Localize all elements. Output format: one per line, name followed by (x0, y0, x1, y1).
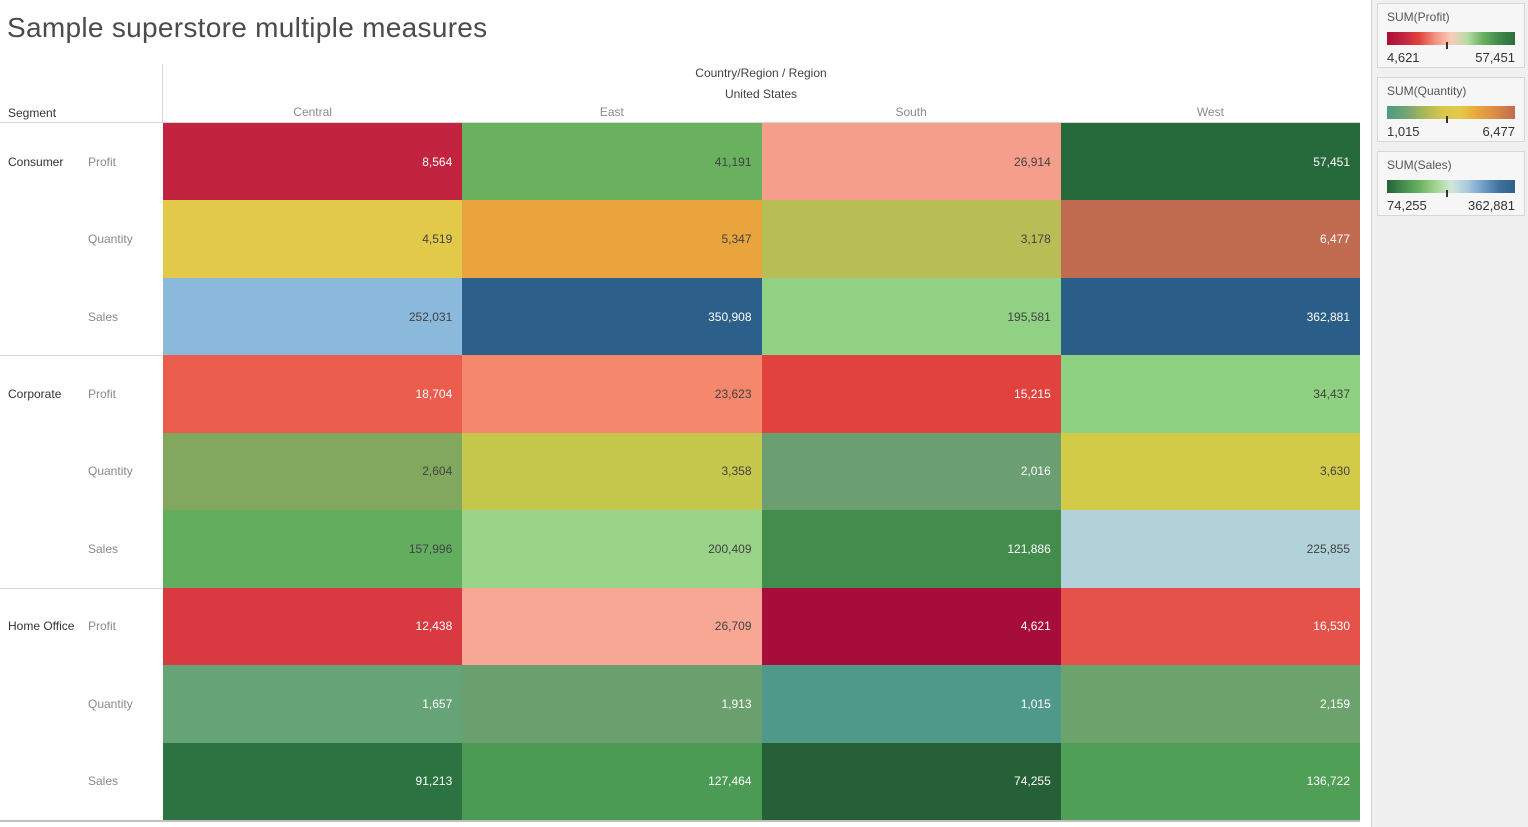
heatmap-cell[interactable]: 57,451 (1060, 123, 1360, 201)
heatmap-cell[interactable]: 3,178 (761, 200, 1061, 278)
heatmap-cell[interactable]: 15,215 (761, 355, 1061, 433)
row-field-label[interactable]: Segment (8, 106, 57, 120)
legend-title: SUM(Profit) (1387, 10, 1450, 24)
header-divider-line (0, 122, 1360, 123)
legend-tick (1445, 42, 1448, 49)
row-header-segment[interactable]: Consumer (8, 154, 64, 169)
heatmap-cell[interactable]: 91,213 (163, 742, 463, 820)
column-header-west[interactable]: West (1196, 105, 1224, 119)
legend-min-value: 4,621 (1387, 50, 1420, 65)
segment-divider-line (0, 355, 162, 356)
heatmap-cell[interactable]: 26,709 (462, 587, 762, 666)
heatmap-cell[interactable]: 2,604 (163, 432, 463, 511)
legend-max-value: 6,477 (1482, 124, 1515, 139)
legend-card[interactable]: SUM(Quantity) 1,015 6,477 (1377, 77, 1525, 142)
heatmap-cell[interactable]: 362,881 (1060, 277, 1360, 356)
row-header-measure[interactable]: Profit (88, 387, 117, 402)
heatmap-cell[interactable]: 2,016 (761, 432, 1061, 511)
legend-title: SUM(Sales) (1387, 158, 1452, 172)
heatmap-cell[interactable]: 12,438 (163, 587, 463, 666)
heatmap-cell[interactable]: 5,347 (462, 200, 762, 278)
heatmap-cell[interactable]: 136,722 (1060, 742, 1360, 820)
heatmap-cell[interactable]: 74,255 (761, 742, 1061, 820)
column-header-east[interactable]: East (599, 105, 624, 119)
column-headers: Central East South West (163, 102, 1360, 122)
legend-title: SUM(Quantity) (1387, 84, 1467, 98)
row-header-measure[interactable]: Quantity (88, 464, 133, 479)
heatmap-cell[interactable]: 200,409 (462, 510, 762, 588)
legend-card[interactable]: SUM(Sales) 74,255 362,881 (1377, 151, 1525, 216)
page-title: Sample superstore multiple measures (7, 12, 488, 43)
legend-tick (1445, 190, 1448, 197)
header-vertical-line (162, 64, 163, 122)
heatmap-cell[interactable]: 350,908 (462, 277, 762, 356)
heatmap-grid: 8,564 41,191 26,914 57,451 4,519 5,347 3,178 6,… (163, 123, 1360, 820)
row-header-measure[interactable]: Quantity (88, 232, 133, 247)
legend-gradient-bar[interactable] (1387, 106, 1515, 123)
legend-min-value: 74,255 (1387, 198, 1427, 213)
legend-max-value: 362,881 (1468, 198, 1515, 213)
row-header-measure[interactable]: Profit (88, 154, 117, 169)
heatmap-cell[interactable]: 41,191 (462, 123, 762, 201)
heatmap-cell[interactable]: 26,914 (761, 123, 1061, 201)
legend-range: 1,015 6,477 (1387, 124, 1515, 139)
column-header-central[interactable]: Central (293, 105, 332, 119)
row-header-measure[interactable]: Profit (88, 619, 117, 634)
heatmap-cell[interactable]: 195,581 (761, 277, 1061, 356)
segment-divider-line (0, 588, 162, 589)
heatmap-cell[interactable]: 23,623 (462, 355, 762, 433)
legend-gradient-bar[interactable] (1387, 180, 1515, 197)
row-header-measure[interactable]: Sales (88, 309, 119, 324)
heatmap-cell[interactable]: 157,996 (163, 510, 463, 588)
legend-min-value: 1,015 (1387, 124, 1420, 139)
heatmap-cell[interactable]: 16,530 (1060, 587, 1360, 666)
heatmap-cell[interactable]: 225,855 (1060, 510, 1360, 588)
column-field-label[interactable]: Country/Region / Region (695, 66, 827, 80)
legend-pane: SUM(Profit) 4,621 57,451 SUM(Quantity) 1,015… (1371, 0, 1528, 827)
row-header-segment[interactable]: Corporate (8, 387, 62, 402)
heatmap-cell[interactable]: 6,477 (1060, 200, 1360, 278)
heatmap-cell[interactable]: 34,437 (1060, 355, 1360, 433)
heatmap-cell[interactable]: 252,031 (163, 277, 463, 356)
heatmap-cell[interactable]: 4,621 (761, 587, 1061, 666)
legend-gradient-bar[interactable] (1387, 32, 1515, 49)
heatmap-cell[interactable]: 1,015 (761, 665, 1061, 743)
legend-card[interactable]: SUM(Profit) 4,621 57,451 (1377, 3, 1525, 68)
heatmap-cell[interactable]: 4,519 (163, 200, 463, 278)
heatmap-cell[interactable]: 8,564 (163, 123, 463, 201)
column-header-south[interactable]: South (895, 105, 927, 119)
heatmap-cell[interactable]: 121,886 (761, 510, 1061, 588)
heatmap-cell[interactable]: 3,358 (462, 432, 762, 511)
heatmap-cell[interactable]: 3,630 (1060, 432, 1360, 511)
heatmap-cell[interactable]: 1,657 (163, 665, 463, 743)
legend-range: 74,255 362,881 (1387, 198, 1515, 213)
row-header-segment[interactable]: Home Office (8, 619, 75, 634)
heatmap-cell[interactable]: 127,464 (462, 742, 762, 820)
heatmap-cell[interactable]: 2,159 (1060, 665, 1360, 743)
legend-range: 4,621 57,451 (1387, 50, 1515, 65)
axis-bottom-line (0, 820, 1360, 822)
column-group-label[interactable]: United States (724, 87, 798, 101)
heatmap-cell[interactable]: 18,704 (163, 355, 463, 433)
legend-tick (1445, 116, 1448, 123)
row-headers: Consumer Profit Quantity Sales Corporate Prof… (0, 123, 162, 820)
legend-max-value: 57,451 (1475, 50, 1515, 65)
row-header-measure[interactable]: Sales (88, 774, 119, 789)
heatmap-cell[interactable]: 1,913 (462, 665, 762, 743)
row-header-measure[interactable]: Quantity (88, 696, 133, 711)
row-header-measure[interactable]: Sales (88, 541, 119, 556)
